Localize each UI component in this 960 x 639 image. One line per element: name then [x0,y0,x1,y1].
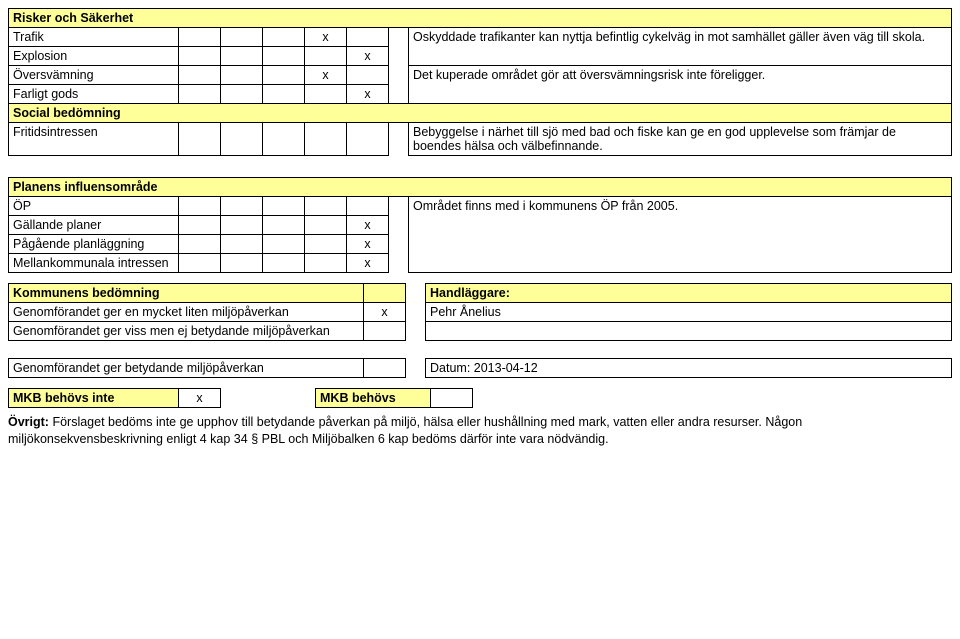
section-header: Social bedömning [9,104,952,123]
kb-row-label: Genomförandet ger en mycket liten miljöp… [9,303,364,322]
check-cell [221,235,263,254]
check-cell [263,197,305,216]
check-cell [221,85,263,104]
check-cell [179,197,221,216]
check-cell [305,235,347,254]
row-label: Farligt gods [9,85,179,104]
kb-last-label: Genomförandet ger betydande miljöpåverka… [9,359,364,378]
footer-text: Övrigt: Förslaget bedöms inte ge upphov … [8,408,952,448]
mkb-right-label: MKB behövs [316,389,431,408]
row-description: Det kuperade området gör att översvämnin… [409,66,952,104]
check-cell: x [347,47,389,66]
kb-last-check [364,359,406,378]
check-cell [347,28,389,47]
check-cell [179,85,221,104]
kb-row-right: Pehr Ånelius [426,303,952,322]
check-cell [179,254,221,273]
check-cell [263,28,305,47]
check-cell: x [347,216,389,235]
check-cell [347,197,389,216]
kb-row-right [426,322,952,341]
check-cell: x [347,235,389,254]
row-label: Fritidsintressen [9,123,179,156]
row-description: Området finns med i kommunens ÖP från 20… [409,197,952,273]
check-cell [305,47,347,66]
check-cell [263,216,305,235]
check-cell [305,216,347,235]
check-cell [305,123,347,156]
row-label: Trafik [9,28,179,47]
check-cell [179,47,221,66]
check-cell [263,254,305,273]
row-label: ÖP [9,197,179,216]
kb-row-check [364,322,406,341]
kb-right-header: Handläggare: [426,284,952,303]
check-cell [263,85,305,104]
row-description: Oskyddade trafikanter kan nyttja befintl… [409,28,952,66]
kb-left-header: Kommunens bedömning [9,284,364,303]
kommunens-bedomning-table: Kommunens bedömning Handläggare: Genomföra… [8,283,952,378]
check-cell [347,66,389,85]
check-cell [305,85,347,104]
row-label: Gällande planer [9,216,179,235]
section-header: Risker och Säkerhet [9,9,952,28]
check-cell [305,254,347,273]
check-cell [221,216,263,235]
check-cell [347,123,389,156]
check-cell [179,123,221,156]
row-label: Mellankommunala intressen [9,254,179,273]
mkb-left-label: MKB behövs inte [9,389,179,408]
row-label: Översvämning [9,66,179,85]
section-header: Planens influensområde [9,178,952,197]
row-label: Pågående planläggning [9,235,179,254]
check-cell [179,66,221,85]
check-cell [221,66,263,85]
check-cell: x [347,85,389,104]
mkb-left-check: x [179,389,221,408]
check-cell [179,28,221,47]
mkb-table: MKB behövs inte x MKB behövs [8,388,952,408]
mkb-right-check [431,389,473,408]
check-cell [263,66,305,85]
check-cell [221,197,263,216]
check-cell [221,28,263,47]
check-cell [263,235,305,254]
check-cell [221,123,263,156]
check-cell [221,254,263,273]
row-label: Explosion [9,47,179,66]
check-cell: x [347,254,389,273]
kb-row-label: Genomförandet ger viss men ej betydande … [9,322,364,341]
assessment-table: Risker och SäkerhetTrafik x Oskyddade traf… [8,8,952,273]
check-cell [263,123,305,156]
check-cell: x [305,28,347,47]
check-cell [263,47,305,66]
row-description: Bebyggelse i närhet till sjö med bad och… [409,123,952,156]
check-cell [179,235,221,254]
check-cell: x [305,66,347,85]
check-cell [179,216,221,235]
kb-row-check: x [364,303,406,322]
check-cell [305,197,347,216]
kb-last-right: Datum: 2013-04-12 [426,359,952,378]
check-cell [221,47,263,66]
